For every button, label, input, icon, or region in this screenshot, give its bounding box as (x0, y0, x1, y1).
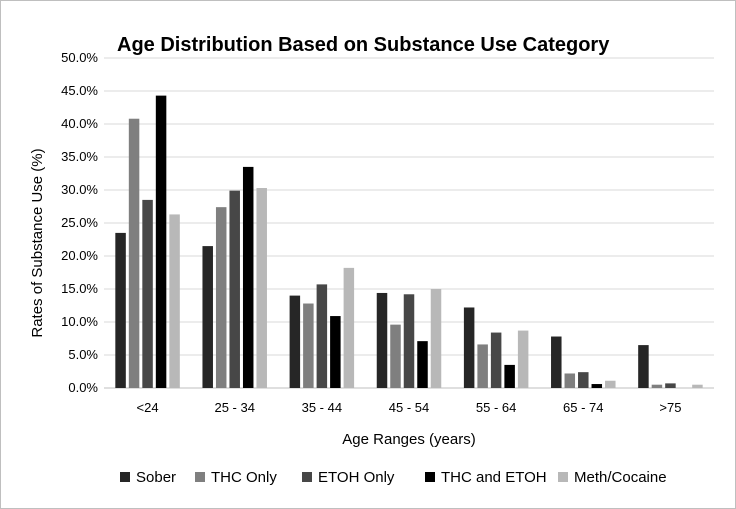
bar (517, 330, 529, 388)
bar (490, 332, 502, 388)
x-tick-label: 45 - 54 (389, 400, 429, 415)
bar (128, 118, 140, 388)
bar (256, 188, 267, 388)
y-tick-label: 5.0% (68, 347, 98, 362)
bar (330, 316, 341, 388)
bar (578, 372, 589, 388)
legend-swatch (558, 472, 568, 482)
y-tick-label: 0.0% (68, 380, 98, 395)
y-tick-label: 35.0% (61, 149, 98, 164)
bar (430, 289, 442, 388)
bar (403, 294, 415, 388)
bar (155, 95, 167, 389)
bar (564, 373, 576, 388)
bar (651, 384, 663, 388)
bar (202, 246, 213, 388)
bar (142, 199, 153, 388)
bar (316, 284, 328, 388)
y-axis-label: Rates of Substance Use (%) (29, 148, 46, 337)
bar (551, 336, 562, 388)
bar (463, 307, 475, 388)
y-tick-label: 10.0% (61, 314, 98, 329)
x-tick-label: 25 - 34 (214, 400, 254, 415)
legend-swatch (425, 472, 435, 482)
y-tick-label: 20.0% (61, 248, 98, 263)
y-tick-label: 40.0% (61, 116, 98, 131)
bar (242, 166, 254, 388)
x-tick-label: 55 - 64 (476, 400, 516, 415)
bar (115, 232, 126, 388)
bar (504, 364, 515, 388)
y-tick-label: 25.0% (61, 215, 98, 230)
legend-swatch (120, 472, 130, 482)
bar (605, 380, 616, 388)
legend: Sober THC Only ETOH Only THC and ETOH Meth/C… (120, 469, 667, 486)
y-tick-label: 45.0% (61, 83, 98, 98)
legend-label: Meth/Cocaine (574, 469, 667, 486)
legend-swatch (195, 472, 205, 482)
bar (303, 303, 314, 388)
bar (169, 214, 180, 388)
bar (376, 292, 388, 388)
legend-label: THC Only (211, 469, 277, 486)
bars (115, 95, 703, 389)
x-tick-label: <24 (137, 400, 159, 415)
y-tick-label: 15.0% (61, 281, 98, 296)
chart-title: Age Distribution Based on Substance Use … (117, 34, 610, 56)
legend-label: THC and ETOH (441, 469, 547, 486)
y-tick-label: 50.0% (61, 50, 98, 65)
bar (215, 207, 227, 388)
bar (665, 383, 676, 388)
bar (591, 384, 603, 388)
x-axis-label: Age Ranges (years) (342, 431, 475, 448)
x-tick-label: 35 - 44 (302, 400, 342, 415)
x-tick-label: >75 (659, 400, 681, 415)
bar (477, 344, 488, 388)
bar (417, 341, 428, 388)
legend-label: ETOH Only (318, 469, 395, 486)
bar (289, 295, 301, 388)
bar (638, 345, 649, 388)
legend-swatch (302, 472, 312, 482)
y-tick-label: 30.0% (61, 182, 98, 197)
bar (390, 324, 401, 388)
x-tick-label: 65 - 74 (563, 400, 603, 415)
bar (692, 384, 703, 388)
bar (343, 267, 355, 388)
x-tick-labels: <24 25 - 34 35 - 44 45 - 54 55 - 64 65 - 74 >7… (137, 400, 682, 415)
legend-label: Sober (136, 469, 176, 486)
y-tick-labels: 0.0% 5.0% 10.0% 15.0% 20.0% 25.0% 30.0% 35.0% 40… (61, 50, 98, 395)
bar (229, 190, 240, 388)
